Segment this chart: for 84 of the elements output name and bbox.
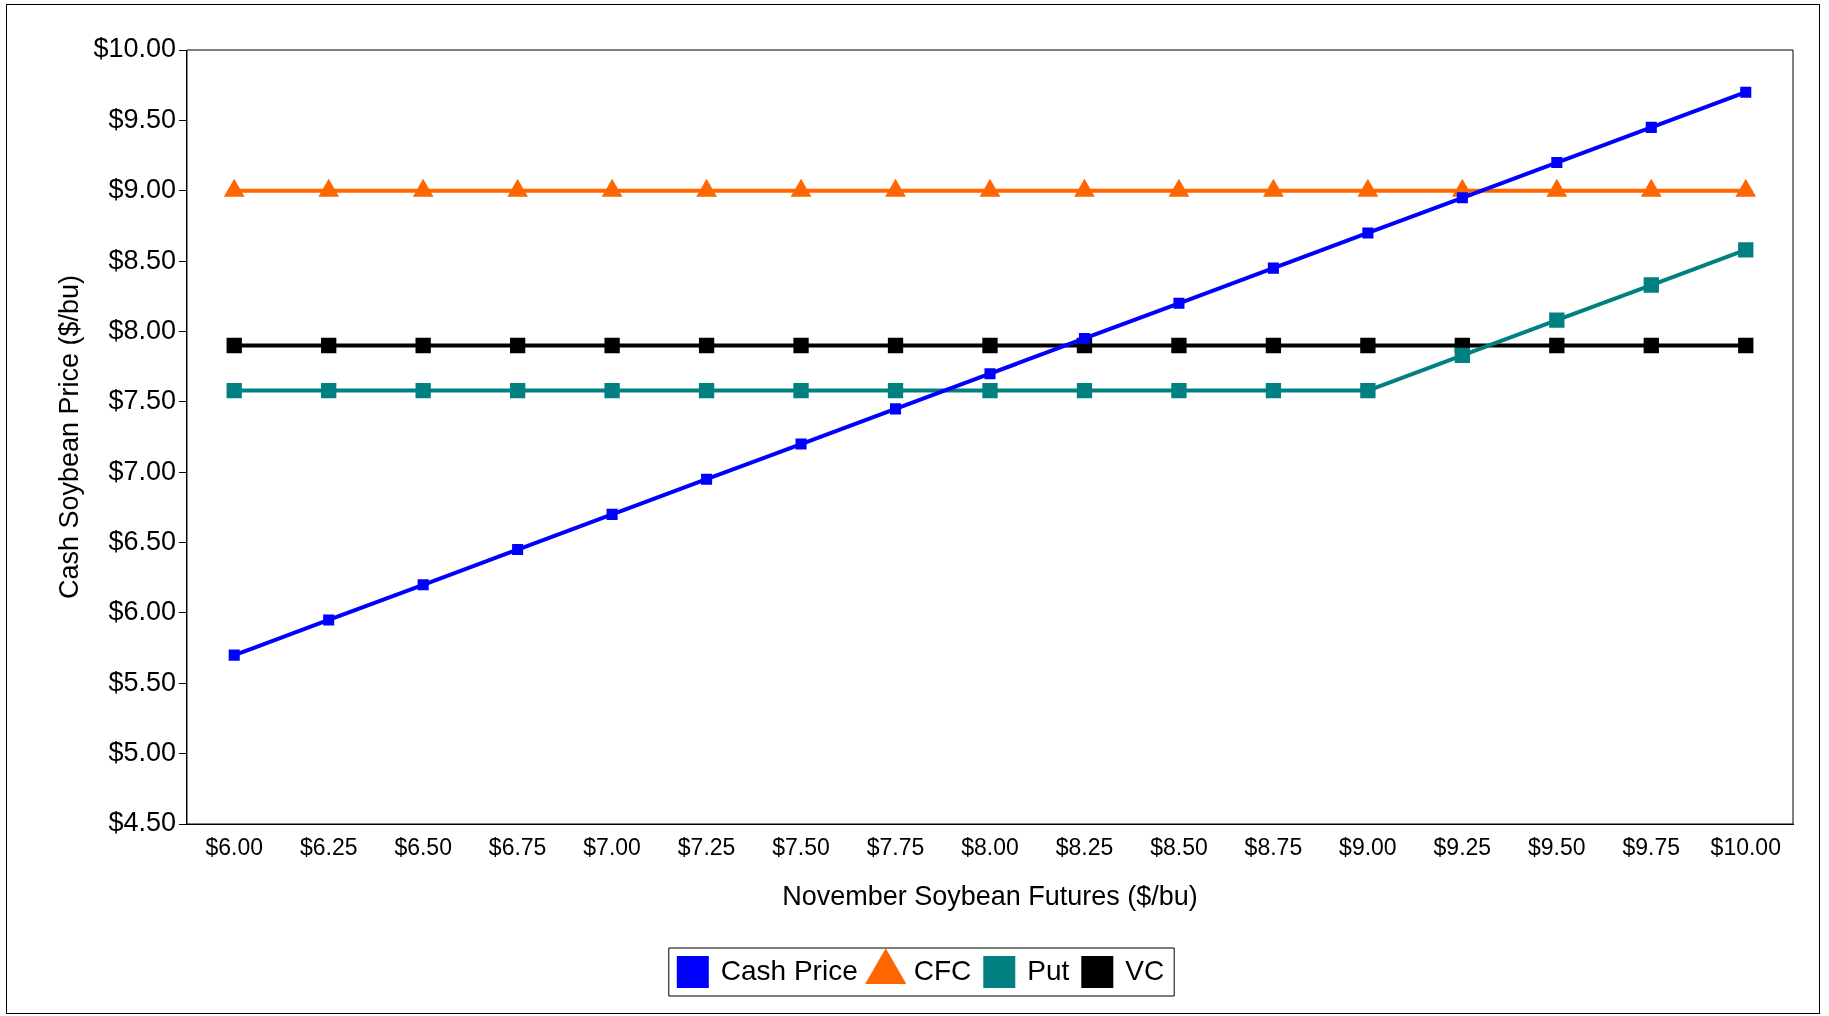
point [982,382,998,399]
x-tick-label: $8.25 [1055,834,1114,861]
point [1171,382,1187,399]
point [1171,337,1187,354]
point [889,403,902,415]
point [509,382,526,399]
point [606,508,618,520]
x-tick-label: $9.75 [1622,834,1681,861]
x-tick-label: $7.50 [772,834,830,861]
point [321,337,337,354]
point [1360,382,1376,399]
y-tick-label: $9.00 [108,174,176,205]
y-axis-title: Cash Soybean Price ($/bu) [53,274,84,600]
y-tick-label: $8.00 [108,314,176,345]
point [1551,157,1563,169]
y-tick-label: $8.50 [108,244,176,275]
y-tick-label: $6.50 [108,526,176,556]
legend-label: VC [1125,954,1165,986]
x-tick-label: $9.25 [1433,834,1492,861]
point [1643,337,1659,354]
point [1173,297,1185,309]
x-axis-title: November Soybean Futures ($/bu) [782,881,1198,912]
point [1738,242,1754,258]
x-tick-label: $8.75 [1244,834,1303,861]
point [793,382,809,399]
point [509,337,526,354]
point [415,382,431,399]
point [604,382,620,399]
x-tick-label: $8.50 [1150,834,1208,861]
point [701,473,713,485]
x-tick-label: $9.00 [1339,834,1397,861]
point [1078,332,1090,345]
point [321,382,337,399]
point [984,368,996,380]
point [1549,312,1565,328]
point [604,337,620,354]
point [512,544,524,556]
point [698,337,715,354]
point [1738,337,1754,354]
x-tick-label: $6.00 [205,834,263,861]
legend-label: Cash Price [720,954,858,986]
point [982,337,998,354]
y-tick-label: $7.00 [108,455,176,486]
point [1362,227,1374,239]
point [795,438,807,450]
point [228,649,240,661]
point [323,614,335,626]
x-tick-label: $8.00 [961,834,1019,861]
x-tick-label: $6.75 [488,834,547,861]
point [415,337,431,354]
point [887,382,904,399]
point [1740,86,1752,98]
point [1265,337,1282,354]
point [1267,262,1279,274]
x-tick-label: $6.25 [299,834,358,861]
y-tick-label: $5.00 [108,737,176,768]
point [417,579,429,591]
y-tick-label: $9.50 [108,103,176,134]
legend-label: Put [1027,954,1070,986]
y-tick-label: $7.50 [108,385,176,416]
point [1456,192,1468,204]
x-tick-label: $9.50 [1528,834,1586,861]
point [1549,337,1565,354]
point [887,337,904,354]
point [698,382,715,399]
point [1360,337,1376,354]
point [226,337,242,354]
y-tick-label: $5.50 [108,666,176,697]
point [793,337,809,354]
y-tick-label: $4.50 [108,807,176,838]
y-tick-label: $10.00 [93,33,176,64]
x-tick-label: $7.25 [677,834,736,861]
point [1076,382,1093,399]
point [226,382,242,399]
point [1454,347,1471,364]
point [1265,382,1282,399]
y-tick-label: $6.00 [108,596,176,627]
x-tick-label: $7.75 [866,834,925,861]
point [1645,121,1657,133]
legend-label: CFC [913,954,972,986]
x-tick-label: $6.50 [394,834,452,861]
x-tick-label: $7.00 [583,834,641,861]
x-tick-label: $10.00 [1710,834,1781,861]
point [1643,277,1659,293]
